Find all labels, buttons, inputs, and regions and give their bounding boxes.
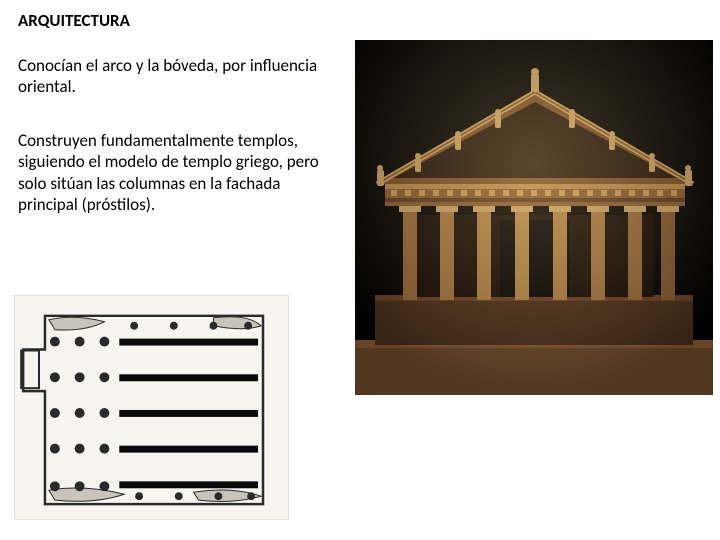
floorplan-svg — [15, 296, 288, 519]
page-title: ARQUITECTURA — [18, 10, 130, 31]
floorplan-diagram — [14, 295, 289, 520]
paragraph-1: Conocían el arco y la bóveda, por influe… — [18, 55, 328, 98]
paragraph-2: Construyen fundamentalmente templos, sig… — [18, 130, 328, 215]
temple-photo — [355, 40, 713, 395]
temple-svg — [355, 40, 713, 395]
